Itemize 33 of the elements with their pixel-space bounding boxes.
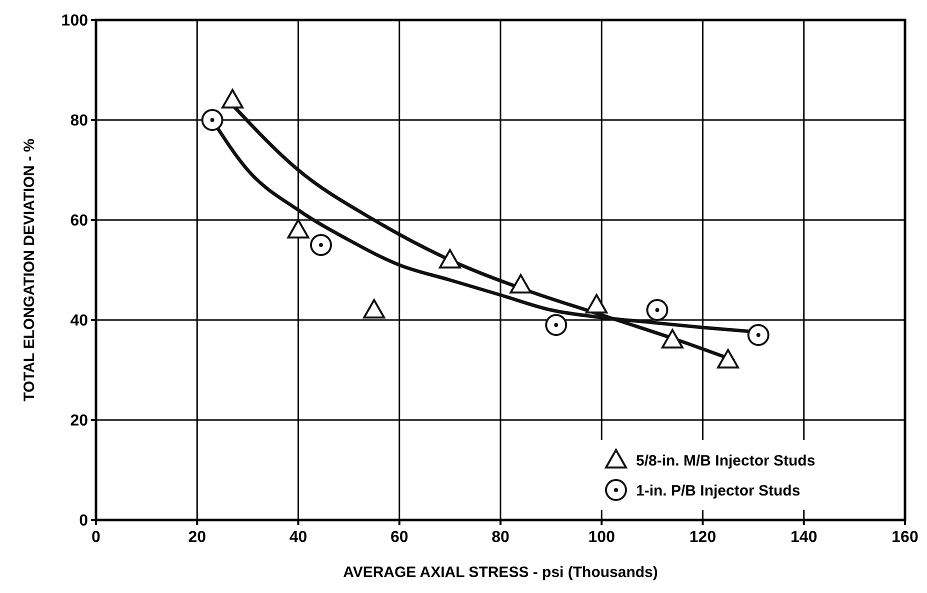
point bbox=[510, 274, 532, 294]
point bbox=[287, 219, 310, 238]
point bbox=[222, 89, 244, 108]
x-tick-label: 20 bbox=[188, 529, 206, 546]
y-tick-label: 100 bbox=[61, 12, 88, 30]
point bbox=[717, 349, 740, 368]
point bbox=[310, 234, 332, 256]
x-tick-label: 80 bbox=[492, 529, 510, 546]
y-tick-label: 60 bbox=[70, 212, 88, 230]
point bbox=[586, 294, 608, 314]
y-tick-label: 40 bbox=[70, 312, 88, 330]
x-axis-title: AVERAGE AXIAL STRESS - psi (Thousands) bbox=[343, 564, 658, 581]
point bbox=[210, 118, 214, 122]
point bbox=[646, 299, 668, 321]
point bbox=[747, 324, 770, 346]
legend-label: 5/8-in. M/B Injector Studs bbox=[636, 452, 816, 470]
y-tick-label: 20 bbox=[70, 412, 88, 430]
x-tick-label: 60 bbox=[390, 529, 408, 546]
legend-label: 1-in. P/B Injector Studs bbox=[636, 482, 800, 500]
point bbox=[201, 109, 224, 131]
point bbox=[661, 329, 684, 348]
point bbox=[363, 299, 386, 318]
x-tick-label: 40 bbox=[289, 529, 308, 546]
point bbox=[545, 314, 568, 336]
point bbox=[438, 249, 461, 268]
x-tick-label: 140 bbox=[790, 529, 818, 546]
x-tick-label: 100 bbox=[588, 529, 616, 546]
y-axis-title: TOTAL ELONGATION DEVIATION - % bbox=[21, 138, 38, 402]
x-tick-label: 0 bbox=[92, 529, 101, 546]
x-tick-label: 120 bbox=[689, 529, 716, 546]
x-tick-label: 160 bbox=[892, 529, 918, 546]
y-tick-label: 0 bbox=[79, 512, 88, 530]
y-tick-label: 80 bbox=[70, 112, 88, 130]
